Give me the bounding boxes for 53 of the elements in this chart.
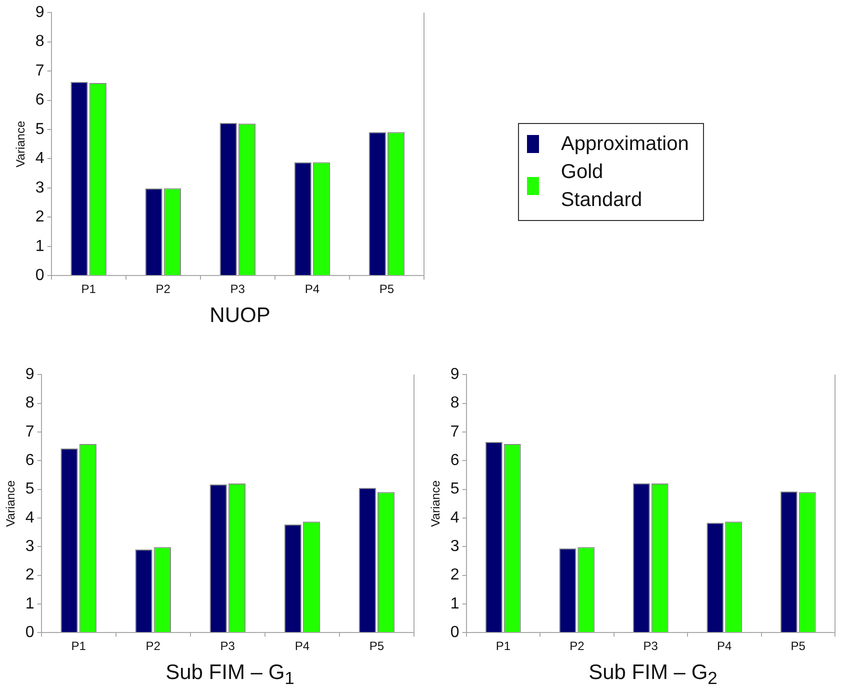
x-tick-label: P5 bbox=[790, 639, 806, 654]
x-tick-label: P2 bbox=[146, 639, 161, 654]
text: NUOP bbox=[208, 304, 272, 328]
y-tick-label: 2 bbox=[450, 566, 460, 584]
y-tick-label: 0 bbox=[450, 624, 460, 642]
y-tick-label: 7 bbox=[450, 423, 460, 440]
y-tick-label: 7 bbox=[35, 62, 44, 80]
y-tick-label: 8 bbox=[35, 33, 44, 50]
x-tick-label: P2 bbox=[570, 639, 585, 654]
y-axis-title: Variance bbox=[4, 480, 18, 527]
y-tick-label: 2 bbox=[35, 208, 44, 226]
x-tick-label: P4 bbox=[304, 282, 320, 296]
x-tick-label: P4 bbox=[717, 639, 732, 654]
y-tick-label: 3 bbox=[25, 538, 34, 556]
y-tick-label: 9 bbox=[25, 366, 34, 384]
y-tick-label: 5 bbox=[450, 480, 460, 498]
x-tick-label: P5 bbox=[379, 282, 394, 296]
x-tick-label: P3 bbox=[643, 639, 658, 654]
y-tick-label: 0 bbox=[25, 624, 34, 642]
x-tick-label: P4 bbox=[294, 639, 310, 654]
x-tick-label: P3 bbox=[220, 639, 236, 654]
y-tick-label: 5 bbox=[35, 120, 44, 138]
text: Sub FIM – G$_{1}$ bbox=[164, 661, 296, 690]
y-tick-label: 1 bbox=[25, 595, 34, 612]
text: Sub FIM – G$_{2}$ bbox=[588, 661, 718, 690]
y-tick-label: 3 bbox=[35, 179, 44, 196]
y-tick-label: 8 bbox=[25, 394, 34, 412]
y-tick-label: 6 bbox=[450, 452, 460, 470]
legend-label: Approximation bbox=[561, 132, 689, 157]
legend-label: Gold Standard bbox=[560, 160, 644, 213]
y-tick-label: 9 bbox=[450, 366, 460, 384]
y-axis-title: Variance bbox=[428, 480, 443, 527]
y-tick-label: 1 bbox=[450, 595, 460, 612]
y-tick-label: 6 bbox=[35, 92, 44, 109]
x-tick-label: P1 bbox=[496, 639, 511, 654]
y-tick-label: 7 bbox=[25, 423, 34, 440]
y-tick-label: 8 bbox=[450, 394, 460, 412]
y-tick-label: 2 bbox=[25, 566, 34, 584]
y-tick-label: 4 bbox=[25, 509, 34, 526]
x-tick-label: P2 bbox=[156, 282, 171, 296]
x-tick-label: P1 bbox=[71, 639, 86, 654]
y-tick-label: 9 bbox=[35, 4, 44, 22]
y-tick-label: 5 bbox=[25, 480, 34, 498]
y-tick-label: 6 bbox=[25, 452, 34, 470]
y-tick-label: 1 bbox=[35, 238, 44, 255]
x-tick-label: P5 bbox=[369, 639, 384, 654]
y-axis-title: Variance bbox=[14, 120, 28, 168]
y-tick-label: 3 bbox=[450, 538, 460, 556]
y-tick-label: 4 bbox=[35, 150, 44, 168]
x-tick-label: P1 bbox=[81, 282, 96, 296]
y-tick-label: 0 bbox=[35, 267, 44, 284]
x-tick-label: P3 bbox=[230, 282, 246, 296]
y-tick-label: 4 bbox=[450, 509, 460, 526]
